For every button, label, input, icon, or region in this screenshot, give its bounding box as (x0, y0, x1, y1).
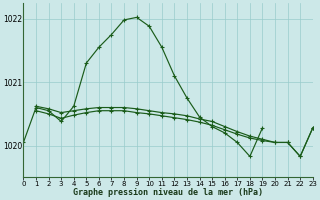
X-axis label: Graphe pression niveau de la mer (hPa): Graphe pression niveau de la mer (hPa) (73, 188, 263, 197)
